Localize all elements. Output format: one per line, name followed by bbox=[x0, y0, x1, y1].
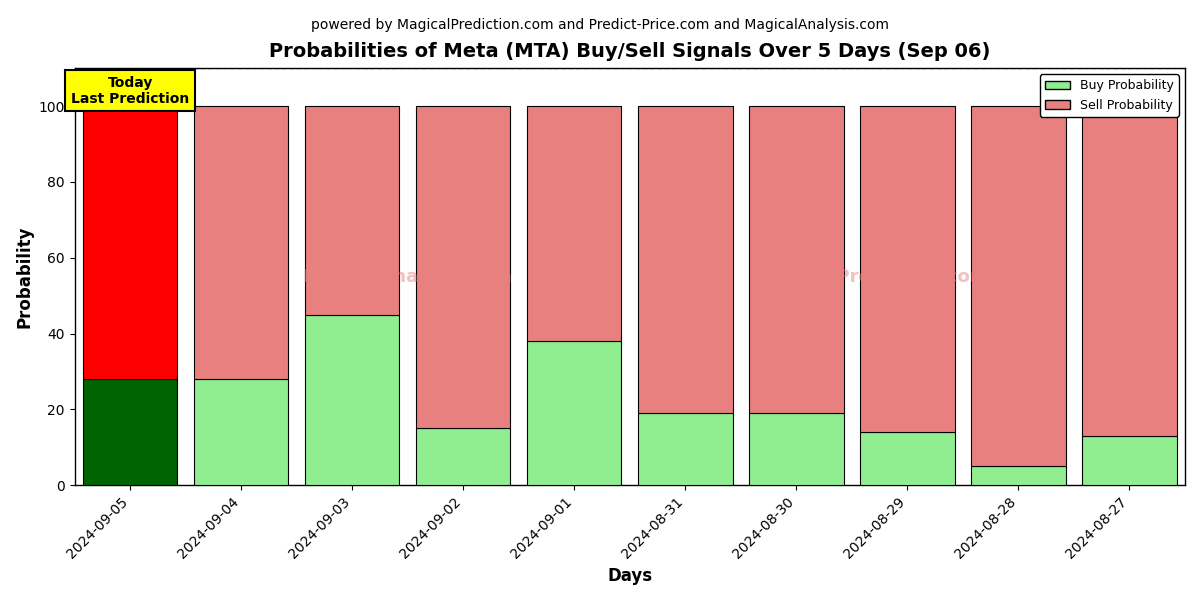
Title: Probabilities of Meta (MTA) Buy/Sell Signals Over 5 Days (Sep 06): Probabilities of Meta (MTA) Buy/Sell Sig… bbox=[269, 42, 990, 61]
Y-axis label: Probability: Probability bbox=[16, 226, 34, 328]
Bar bbox=[83, 106, 178, 379]
Bar bbox=[305, 106, 400, 314]
Text: powered by MagicalPrediction.com and Predict-Price.com and MagicalAnalysis.com: powered by MagicalPrediction.com and Pre… bbox=[311, 18, 889, 32]
Bar bbox=[416, 428, 510, 485]
Bar bbox=[860, 432, 955, 485]
Bar bbox=[971, 106, 1066, 466]
Text: MagicalAnalysis.com: MagicalAnalysis.com bbox=[302, 268, 512, 286]
Text: Today
Last Prediction: Today Last Prediction bbox=[71, 76, 190, 106]
Text: MagicalPrediction.com: MagicalPrediction.com bbox=[760, 268, 989, 286]
Bar bbox=[527, 106, 622, 341]
Bar bbox=[1082, 436, 1177, 485]
Bar bbox=[749, 106, 844, 413]
Bar bbox=[194, 379, 288, 485]
Bar bbox=[638, 106, 732, 413]
Bar bbox=[971, 466, 1066, 485]
Legend: Buy Probability, Sell Probability: Buy Probability, Sell Probability bbox=[1040, 74, 1178, 116]
Bar bbox=[860, 106, 955, 432]
Bar bbox=[749, 413, 844, 485]
Bar bbox=[194, 106, 288, 379]
X-axis label: Days: Days bbox=[607, 567, 653, 585]
Bar bbox=[83, 379, 178, 485]
Bar bbox=[305, 314, 400, 485]
Bar bbox=[527, 341, 622, 485]
Bar bbox=[638, 413, 732, 485]
Bar bbox=[416, 106, 510, 428]
Bar bbox=[1082, 106, 1177, 436]
